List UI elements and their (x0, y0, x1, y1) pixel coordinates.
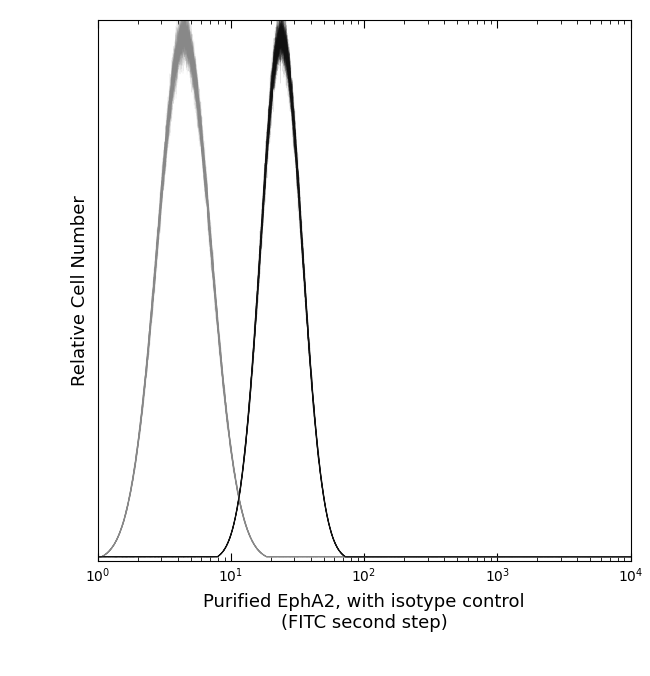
X-axis label: Purified EphA2, with isotype control
(FITC second step): Purified EphA2, with isotype control (FI… (203, 593, 525, 631)
Y-axis label: Relative Cell Number: Relative Cell Number (71, 195, 89, 386)
